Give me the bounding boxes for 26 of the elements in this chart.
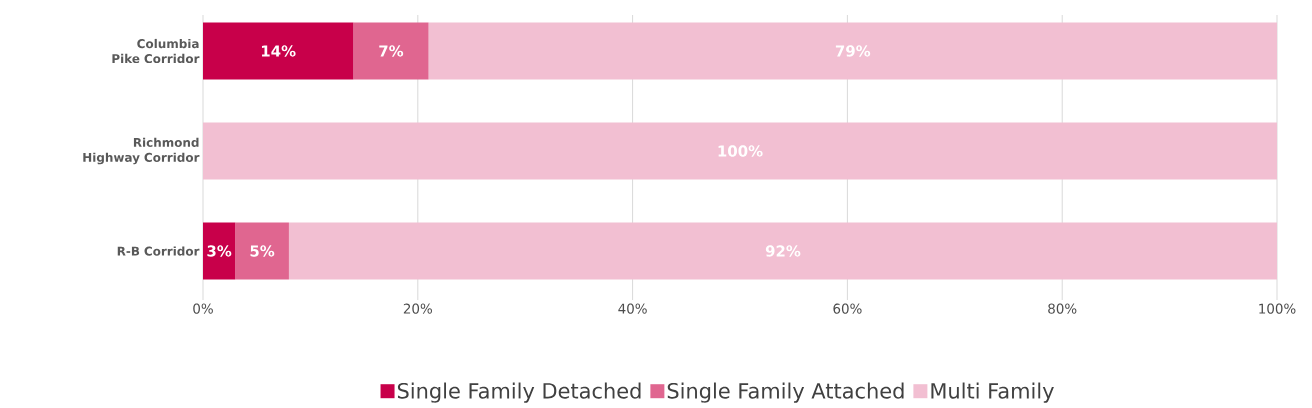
data-label: 92% xyxy=(765,245,801,257)
x-tick-label: 60% xyxy=(833,303,862,314)
data-label: 3% xyxy=(207,245,232,257)
data-label: 5% xyxy=(250,245,275,257)
legend-label: Single Family Detached xyxy=(397,382,641,403)
y-tick-label: R-B Corridor xyxy=(117,246,200,256)
legend-label: Multi Family xyxy=(931,382,1054,403)
bar xyxy=(235,222,289,280)
data-label: 7% xyxy=(379,45,404,57)
bar xyxy=(203,22,354,80)
x-tick-label: 20% xyxy=(403,303,433,314)
data-label: 79% xyxy=(835,45,871,57)
bar xyxy=(353,22,429,80)
data-label: 100% xyxy=(718,145,763,157)
x-tick-label: 40% xyxy=(618,303,647,314)
bar xyxy=(203,222,236,280)
data-label: 14% xyxy=(261,45,296,57)
y-tick-label: Richmond Highway Corridor xyxy=(83,137,200,165)
bar xyxy=(203,122,1277,180)
x-tick-label: 80% xyxy=(1048,303,1077,314)
y-tick-label: Columbia Pike Corridor xyxy=(112,38,200,64)
x-tick-label: 0% xyxy=(193,303,213,314)
bar xyxy=(288,222,1277,280)
bar xyxy=(428,22,1277,80)
legend-label: Single Family Attached xyxy=(667,382,904,403)
x-tick-label: 100% xyxy=(1259,303,1296,314)
